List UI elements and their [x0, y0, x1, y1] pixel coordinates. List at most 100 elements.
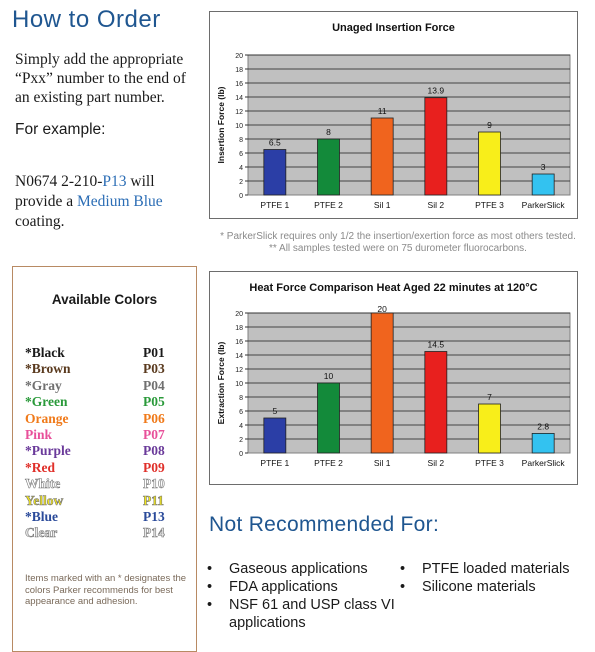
list-item: Silicone materials — [400, 578, 590, 596]
y-tick-label: 2 — [239, 179, 243, 186]
color-row: *Blue P13 — [25, 509, 171, 526]
example-label: For example: — [15, 121, 106, 138]
y-tick-label: 6 — [239, 409, 243, 416]
x-tick-label: Sil 2 — [428, 458, 445, 468]
y-tick-label: 8 — [239, 395, 243, 402]
color-code: P06 — [143, 410, 165, 426]
bar — [317, 382, 340, 454]
color-name: Yellow — [25, 492, 64, 508]
color-name: Pink — [25, 427, 53, 442]
y-tick-label: 4 — [239, 165, 243, 172]
color-row: Clear P14 — [25, 525, 171, 542]
bar — [478, 131, 501, 196]
not-recommended-list-right: PTFE loaded materialsSilicone materials — [400, 560, 590, 596]
color-code: P01 — [143, 345, 165, 360]
color-row: Pink P07 — [25, 427, 171, 444]
x-tick-label: PTFE 2 — [314, 200, 343, 210]
x-tick-label: PTFE 1 — [260, 200, 289, 210]
y-tick-label: 12 — [235, 367, 243, 374]
data-label: 10 — [324, 371, 334, 381]
color-name: Orange — [25, 410, 69, 426]
data-label: 6.5 — [269, 138, 281, 148]
color-code: P10 — [143, 476, 165, 492]
example-mid: will provide a — [15, 173, 155, 210]
example-color: Medium Blue — [76, 193, 163, 210]
list-item: PTFE loaded materials — [400, 560, 590, 578]
x-tick-label: PTFE 2 — [314, 458, 343, 468]
color-code: P14 — [143, 525, 165, 541]
chart-title: Heat Force Comparison Heat Aged 22 minut… — [249, 282, 537, 294]
example-text: N0674 2-210-P13 will provide a Medium Bl… — [15, 172, 200, 232]
color-row: Yellow P11 — [25, 492, 171, 510]
x-tick-label: ParkerSlick — [522, 200, 566, 210]
y-tick-label: 16 — [235, 339, 243, 346]
color-name: *Green — [25, 394, 68, 410]
color-name: *Black — [25, 345, 65, 360]
color-row: *Purple P08 — [25, 443, 171, 460]
y-tick-label: 6 — [239, 151, 243, 158]
chart-title: Unaged Insertion Force — [332, 22, 455, 34]
footnote-line-1: * ParkerSlick requires only 1/2 the inse… — [220, 231, 576, 242]
bar — [263, 149, 287, 196]
bar — [478, 403, 501, 454]
y-tick-label: 18 — [235, 67, 243, 74]
insertion-force-chart: Unaged Insertion Force 0 2 4 6 8 10 12 14 16 18 20 I… — [209, 11, 578, 219]
color-name: *Purple — [25, 443, 71, 459]
list-item: NSF 61 and USP class VI applications — [207, 596, 407, 632]
color-row: *Gray P04 — [25, 378, 171, 395]
y-tick-label: 18 — [235, 325, 243, 332]
x-tick-label: PTFE 1 — [260, 458, 289, 468]
bar — [263, 417, 287, 454]
y-tick-label: 0 — [239, 451, 243, 458]
y-tick-label: 20 — [235, 53, 243, 60]
y-tick-label: 10 — [235, 381, 243, 388]
color-code: P08 — [143, 443, 165, 459]
data-label: 3 — [541, 162, 546, 172]
extraction-force-chart-svg: Heat Force Comparison Heat Aged 22 minut… — [216, 282, 571, 468]
color-code: P11 — [143, 492, 165, 508]
color-code: P09 — [143, 459, 165, 475]
color-row: *Red P09 — [25, 460, 171, 477]
color-name: *Brown — [25, 361, 71, 377]
y-tick-label: 20 — [235, 311, 243, 318]
color-code: P03 — [143, 361, 165, 377]
data-label: 14.5 — [428, 340, 445, 350]
x-tick-label: ParkerSlick — [522, 458, 566, 468]
footnote-line-2: ** All samples tested were on 75 duromet… — [269, 243, 527, 254]
data-label: 20 — [377, 304, 387, 314]
bar — [531, 432, 555, 454]
not-recommended-list-left: Gaseous applicationsFDA applicationsNSF … — [207, 560, 407, 632]
available-colors-note: Items marked with an * designates the co… — [25, 573, 187, 607]
color-row: *Black P01 — [25, 345, 171, 362]
color-name: White — [25, 476, 61, 492]
color-code: P13 — [143, 509, 165, 524]
data-label: 2.8 — [537, 421, 549, 431]
x-tick-label: PTFE 3 — [475, 200, 504, 210]
data-label: 13.9 — [428, 86, 445, 96]
color-row: Orange P06 — [25, 411, 171, 428]
x-tick-label: Sil 2 — [428, 200, 445, 210]
available-colors-panel: Available Colors *Black P01 *Brown P03 *Gray… — [12, 266, 197, 652]
data-label: 7 — [487, 392, 492, 402]
x-tick-label: Sil 1 — [374, 458, 391, 468]
y-tick-label: 4 — [239, 423, 243, 430]
data-label: 11 — [378, 106, 387, 116]
color-name: *Gray — [25, 377, 62, 393]
x-tick-label: Sil 1 — [374, 200, 391, 210]
example-code: P13 — [102, 173, 127, 190]
x-tick-label: PTFE 3 — [475, 458, 504, 468]
y-axis-label: Extraction Force (lb) — [216, 342, 226, 425]
data-label: 9 — [487, 120, 492, 130]
color-name: *Red — [25, 459, 55, 475]
bar — [370, 312, 394, 454]
color-row: *Brown P03 — [25, 361, 171, 378]
color-row: *Green P05 — [25, 394, 171, 411]
bar — [531, 173, 555, 196]
y-tick-label: 2 — [239, 437, 243, 444]
bar — [424, 97, 448, 196]
color-row: White P10 — [25, 476, 171, 493]
y-tick-label: 16 — [235, 81, 243, 88]
how-to-order-title: How to Order — [12, 6, 161, 33]
y-tick-label: 0 — [239, 193, 243, 200]
color-code: P07 — [143, 427, 165, 442]
